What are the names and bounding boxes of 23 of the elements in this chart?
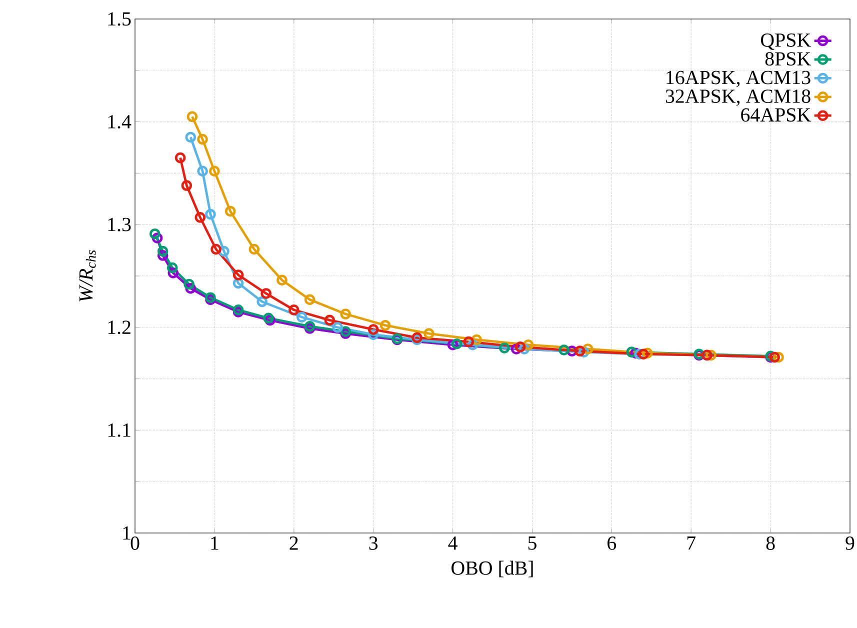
x-tick-label: 2 — [290, 536, 298, 550]
y-tick-label: 1.1 — [108, 423, 130, 437]
x-axis-title: OBO [dB] — [452, 560, 533, 578]
legend-label: QPSK — [760, 33, 811, 50]
y-tick-label: 1.2 — [108, 320, 130, 334]
y-tick-label: 1.3 — [108, 218, 131, 232]
y-tick-label: 1.5 — [108, 12, 131, 26]
legend-label: 32APSK, ACM18 — [666, 90, 810, 106]
x-tick-label: 8 — [766, 536, 775, 550]
y-tick-label: 1 — [123, 526, 130, 540]
legend-label: 64APSK — [741, 108, 811, 122]
legend-label: 8PSK — [765, 52, 811, 66]
x-tick-label: 4 — [448, 536, 458, 550]
y-tick-label: 1.4 — [108, 115, 132, 129]
x-tick-label: 9 — [846, 536, 854, 550]
x-tick-label: 7 — [687, 536, 696, 550]
legend-label: 16APSK, ACM13 — [666, 70, 810, 88]
x-tick-label: 5 — [528, 536, 536, 550]
x-tick-label: 1 — [211, 536, 218, 550]
x-tick-label: 0 — [130, 536, 140, 550]
x-tick-label: 6 — [608, 536, 616, 550]
y-axis-title: W/R$_{chs}$ — [79, 250, 96, 302]
x-tick-label: 3 — [369, 536, 378, 550]
